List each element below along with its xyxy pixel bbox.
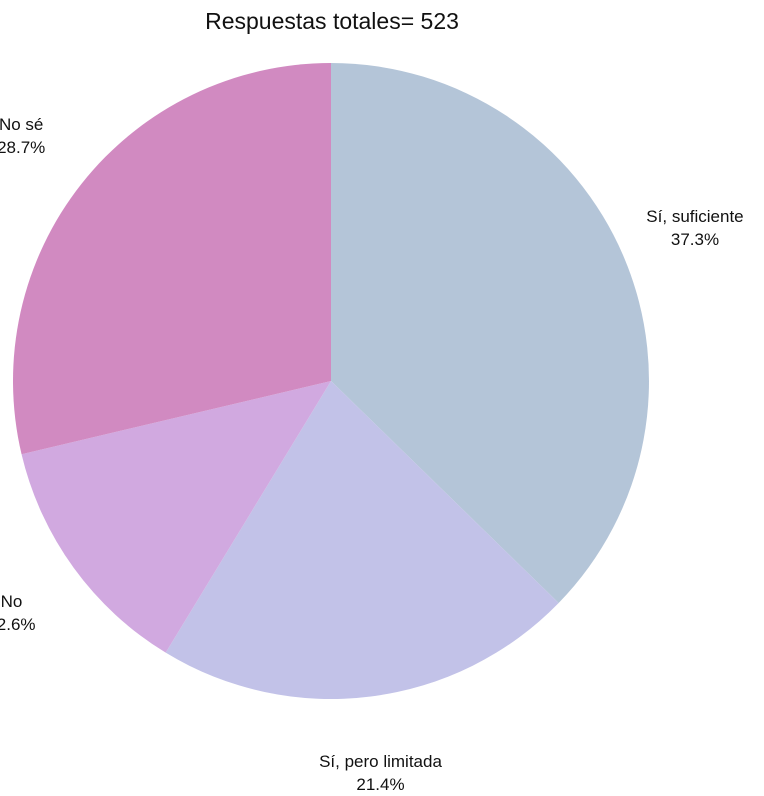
pie-chart (13, 63, 649, 699)
slice-label-name: Sí, suficiente (646, 206, 744, 226)
pie-slice-3 (13, 63, 332, 455)
pie-slice-0 (331, 63, 649, 604)
pie-slice-1 (165, 381, 559, 699)
slice-label-0: Sí, suficiente 37.3% (646, 205, 743, 251)
slice-label-3: No sé 28.7% (0, 113, 45, 159)
chart-title: Respuestas totales= 523 (205, 8, 459, 34)
slice-label-1: Sí, pero limitada 21.4% (319, 750, 442, 796)
pie-slice-2 (21, 381, 331, 653)
slice-label-name: Sí, pero limitada (319, 751, 442, 771)
slice-label-name: No sé (0, 114, 44, 134)
slice-label-name: No (0, 592, 23, 612)
slice-label-value: 12.6% (0, 615, 36, 635)
slice-label-2: No 12.6% (0, 590, 36, 636)
slice-label-value: 28.7% (0, 137, 46, 157)
slice-label-value: 21.4% (356, 774, 405, 794)
slice-label-value: 37.3% (670, 229, 720, 249)
